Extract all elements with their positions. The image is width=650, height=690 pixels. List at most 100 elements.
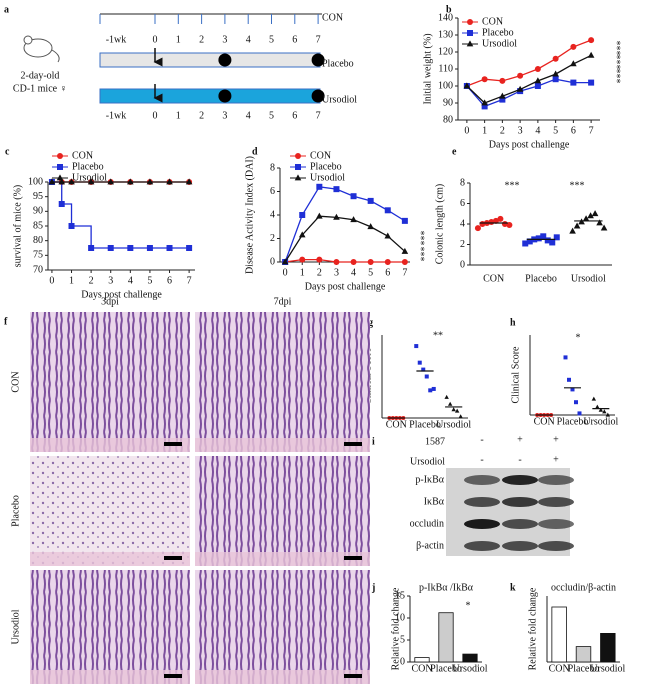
marker	[401, 259, 408, 265]
day-label: 1	[176, 34, 181, 45]
timeline-bar	[99, 52, 321, 68]
x-tick-label: 4	[535, 125, 540, 136]
x-tick-label: 4	[128, 275, 133, 286]
panel-label: i	[372, 436, 375, 447]
series-line	[466, 54, 592, 104]
marker	[552, 76, 559, 83]
panel-label: a	[4, 4, 9, 15]
bar	[462, 653, 478, 663]
marker	[573, 222, 581, 229]
significance: ***	[611, 55, 622, 70]
day-label: 4	[246, 34, 251, 45]
significance: **	[433, 330, 443, 341]
x-tick-label: Ursodiol	[583, 416, 618, 427]
marker	[127, 178, 134, 185]
blot-band	[464, 497, 500, 507]
treatment-label: Ursodiol	[410, 456, 445, 467]
row-label: Ursodiol	[10, 609, 21, 644]
histology-image	[30, 456, 190, 566]
marker	[467, 19, 473, 25]
marker	[596, 219, 603, 226]
treatment-sign: -	[480, 454, 483, 465]
marker	[549, 239, 556, 246]
x-tick-label: Placebo	[557, 416, 589, 427]
marker	[466, 40, 474, 47]
x-tick-label: Placebo	[568, 663, 600, 674]
marker	[570, 79, 577, 86]
marker	[591, 210, 599, 217]
marker	[333, 213, 340, 220]
protein-label: occludin	[410, 518, 444, 529]
marker	[526, 238, 533, 245]
marker	[367, 259, 374, 265]
x-tick-label: 1	[300, 267, 305, 278]
y-tick-label: 2	[270, 233, 275, 244]
tissue-edge	[195, 552, 370, 566]
x-tick-label: 4	[351, 267, 356, 278]
marker	[474, 225, 481, 232]
column-label: 7dpi	[274, 296, 292, 307]
marker	[48, 178, 56, 185]
legend-label: CON	[72, 150, 93, 161]
significance: *	[466, 600, 471, 611]
marker	[58, 201, 65, 207]
x-tick-label: 1	[69, 275, 74, 286]
y-axis-label: Relative fold change	[527, 587, 538, 670]
marker	[421, 367, 426, 372]
significance: ***	[611, 69, 622, 84]
significance: ***	[415, 247, 426, 262]
marker	[600, 224, 608, 231]
panel-label: b	[446, 4, 452, 15]
marker	[56, 174, 64, 181]
significance: ***	[415, 231, 426, 246]
significance: *	[576, 332, 581, 343]
marker	[552, 55, 559, 62]
x-tick-label: 6	[385, 267, 390, 278]
marker	[534, 66, 541, 72]
significance: ***	[570, 180, 585, 191]
marker	[454, 408, 460, 413]
y-tick-label: 95	[33, 191, 43, 202]
marker	[68, 223, 75, 229]
marker	[544, 237, 551, 244]
x-tick-label: Ursodiol	[590, 663, 625, 674]
marker	[553, 234, 560, 241]
y-axis-label: survival of mice (%)	[12, 185, 23, 267]
marker	[567, 377, 571, 382]
marker	[497, 215, 504, 222]
marker	[563, 355, 568, 360]
y-tick-label: 130	[438, 29, 453, 40]
marker	[595, 404, 600, 409]
day-label: 6	[292, 110, 297, 121]
column-label: 3dpi	[101, 296, 119, 307]
marker	[281, 258, 289, 265]
sampling-dot	[218, 53, 232, 67]
y-tick-label: 4	[270, 209, 275, 220]
marker	[333, 186, 340, 193]
treatment-sign: +	[553, 454, 559, 465]
blot-band	[502, 541, 538, 551]
day-label: 7	[316, 110, 321, 121]
x-tick-label: Placebo	[525, 273, 557, 284]
y-tick-label: 90	[33, 206, 43, 217]
protein-label: p-IκBα	[415, 474, 444, 485]
marker	[522, 240, 529, 247]
y-tick-label: 110	[438, 63, 453, 74]
x-tick-label: Ursodiol	[436, 419, 471, 430]
histology-image	[30, 312, 190, 452]
histology-image	[195, 570, 370, 684]
x-tick-label: Ursodiol	[453, 663, 488, 674]
day-label: 4	[246, 110, 251, 121]
marker	[299, 256, 306, 263]
y-tick-label: 100	[28, 176, 43, 187]
panel-label: f	[4, 316, 8, 327]
treatment-sign: +	[517, 434, 523, 445]
marker	[574, 400, 578, 405]
marker	[447, 401, 453, 406]
y-tick-label: 0	[400, 656, 405, 667]
bar	[600, 633, 616, 663]
marker	[424, 374, 429, 379]
tissue-edge	[195, 438, 370, 452]
marker	[602, 409, 607, 414]
row-label: Placebo	[10, 495, 21, 527]
